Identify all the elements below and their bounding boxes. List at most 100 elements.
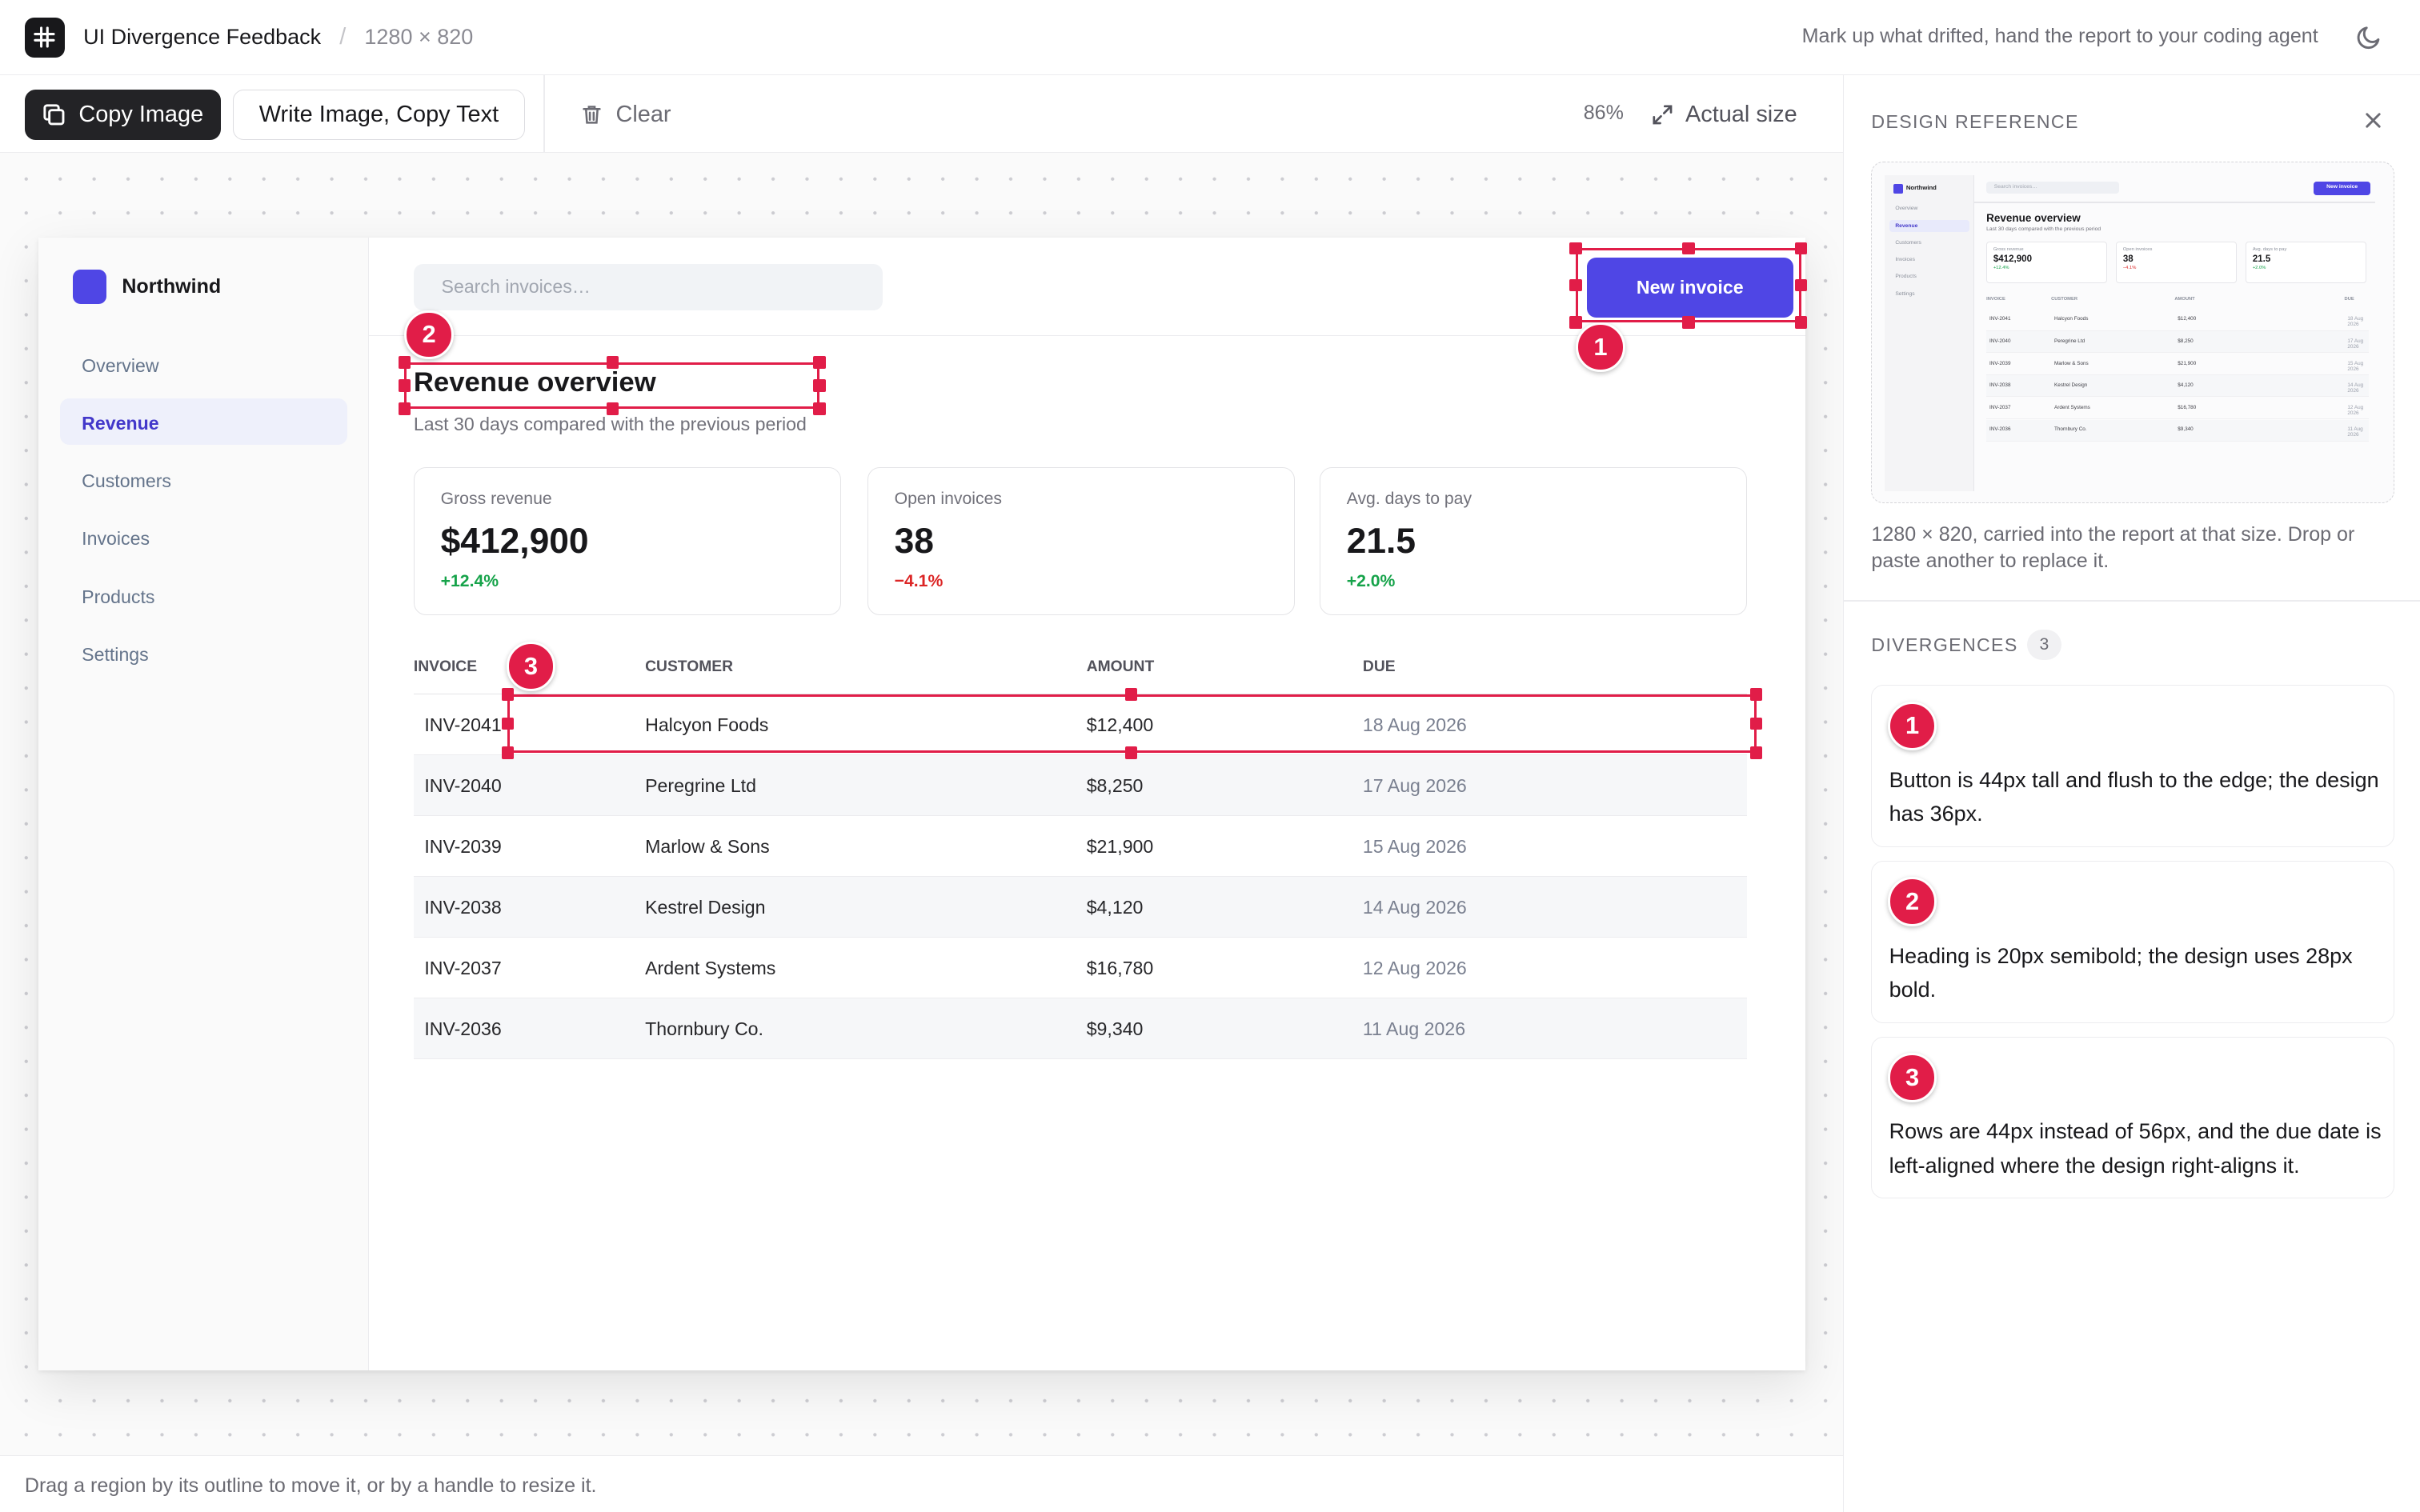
resize-handle[interactable]	[1794, 242, 1808, 255]
clear-button[interactable]: Clear	[580, 90, 671, 141]
thumb-table-cell: 14 Aug 2026	[2347, 382, 2364, 394]
mock-search-input: Search invoices…	[413, 263, 883, 310]
thumb-table-cell: Ardent Systems	[2053, 404, 2090, 410]
divergence-marker-3[interactable]: 3	[506, 642, 556, 691]
thumb-card-label: Avg. days to pay	[2252, 246, 2287, 252]
resize-handle[interactable]	[1124, 688, 1138, 701]
stat-delta: +12.4%	[440, 572, 499, 591]
divergence-item[interactable]: 1 Button is 44px tall and flush to the ed…	[1871, 685, 2395, 847]
mock-nav-item: Customers	[82, 470, 171, 492]
resize-handle[interactable]	[813, 379, 826, 392]
resize-handle[interactable]	[1569, 316, 1582, 329]
mock-invoice-table: INVOICE CUSTOMER AMOUNT DUE INV-2041 Halcyon …	[413, 642, 1748, 1059]
divergence-number-badge: 2	[1887, 877, 1937, 927]
divergence-region-1[interactable]	[1576, 248, 1801, 323]
resize-handle[interactable]	[1682, 242, 1695, 255]
resize-handle[interactable]	[606, 402, 619, 415]
thumb-table-cell: Peregrine Ltd	[2053, 338, 2085, 344]
resize-handle[interactable]	[606, 356, 619, 369]
table-cell: INV-2038	[424, 896, 502, 918]
divergence-item[interactable]: 3 Rows are 44px instead of 56px, and the …	[1871, 1036, 2395, 1199]
resize-handle[interactable]	[1794, 279, 1808, 292]
resize-handle[interactable]	[1794, 316, 1808, 329]
resize-handle[interactable]	[501, 717, 515, 730]
resize-handle[interactable]	[1682, 316, 1695, 329]
thumb-table-cell: 15 Aug 2026	[2347, 360, 2364, 372]
stat-delta: −4.1%	[894, 572, 944, 591]
divergence-region-3[interactable]	[507, 694, 1757, 754]
mock-nav: Overview Revenue Customers Invoices Products…	[60, 341, 347, 688]
moon-icon[interactable]	[2355, 23, 2383, 51]
resize-handle[interactable]	[813, 356, 826, 369]
thumb-table-cell: INV-2040	[1989, 338, 2011, 344]
divergences-header: DIVERGENCES 3	[1871, 629, 2061, 661]
resize-handle[interactable]	[501, 688, 515, 701]
thumb-table-cell: 18 Aug 2026	[2347, 316, 2364, 328]
resize-handle[interactable]	[1749, 717, 1763, 730]
thumb-card-delta: +12.4%	[1993, 266, 2009, 271]
status-bar: Drag a region by its outline to move it,…	[0, 1454, 1843, 1512]
thumb-search: Search invoices…	[1986, 181, 2119, 194]
trash-icon	[583, 106, 601, 124]
mock-new-invoice-button: New invoice	[1586, 258, 1793, 318]
table-cell: Halcyon Foods	[645, 714, 769, 735]
mock-stat-card: Avg. days to pay 21.5 +2.0%	[1319, 467, 1748, 616]
thumb-table-row	[1986, 398, 2370, 419]
write-image-copy-text-button[interactable]: Write Image, Copy Text	[233, 89, 525, 141]
stat-delta: +2.0%	[1346, 572, 1396, 591]
thumb-card-label: Gross revenue	[1993, 246, 2024, 252]
thumb-table-row	[1986, 375, 2370, 398]
resize-handle[interactable]	[501, 746, 515, 759]
thumb-card-value: 38	[2122, 254, 2134, 265]
thumb-table-cell: Marlow & Sons	[2053, 360, 2089, 366]
thumb-column-header: AMOUNT	[2174, 297, 2195, 302]
thumb-table-cell: 11 Aug 2026	[2347, 426, 2363, 438]
resize-handle[interactable]	[398, 402, 411, 415]
toolbar: Copy Image Write Image, Copy Text Clear …	[0, 75, 1843, 153]
thumb-column-header: INVOICE	[1986, 297, 2005, 302]
table-cell: 18 Aug 2026	[1362, 714, 1467, 735]
resize-handle[interactable]	[813, 402, 826, 415]
mock-page-title: Revenue overview	[413, 366, 656, 398]
thumb-table-cell: Halcyon Foods	[2053, 316, 2089, 322]
thumb-subtitle: Last 30 days compared with the previous …	[1986, 226, 2101, 232]
thumb-card: Open invoices 38 −4.1%	[2116, 241, 2237, 283]
thumb-header-divider	[1973, 201, 2376, 203]
design-reference-thumbnail[interactable]: Northwind Overview Revenue Customers Invoic…	[1871, 162, 2395, 503]
copy-image-button[interactable]: Copy Image	[24, 89, 221, 141]
table-row: INV-2041 Halcyon Foods $12,400 18 Aug 2026	[413, 694, 1748, 755]
mock-brand: Northwind	[72, 270, 221, 304]
table-cell: $9,340	[1086, 1018, 1144, 1039]
thumb-table-row	[1986, 354, 2370, 375]
close-icon[interactable]	[2362, 110, 2384, 131]
canvas[interactable]: Northwind Overview Revenue Customers Invoic…	[0, 152, 1843, 1455]
screenshot-under-review: Northwind Overview Revenue Customers Invoic…	[38, 237, 1806, 1370]
resize-handle[interactable]	[398, 379, 411, 392]
table-cell: $4,120	[1086, 896, 1144, 918]
thumb-table-cell: INV-2041	[1989, 316, 2011, 322]
thumb-brand: Northwind	[1905, 184, 1937, 192]
resize-handle[interactable]	[1569, 279, 1582, 292]
stat-label: Avg. days to pay	[1346, 490, 1472, 509]
thumb-table-cell: INV-2038	[1989, 382, 2011, 389]
actual-size-button[interactable]: Actual size	[1650, 90, 1797, 141]
table-cell: INV-2041	[424, 714, 502, 735]
divergence-marker-1[interactable]: 1	[1576, 322, 1625, 372]
toolbar-divider	[543, 75, 545, 153]
table-cell: Marlow & Sons	[645, 835, 770, 857]
table-row: INV-2036 Thornbury Co. $9,340 11 Aug 2026	[413, 998, 1748, 1059]
design-reference-label: DESIGN REFERENCE	[1871, 110, 2079, 132]
mock-nav-item: Revenue	[60, 398, 347, 446]
resize-handle[interactable]	[1749, 688, 1763, 701]
reference-caption: 1280 × 820, carried into the report at t…	[1871, 522, 2355, 572]
thumb-card-label: Open invoices	[2122, 246, 2153, 252]
thumb-card-value: $412,900	[1993, 254, 2033, 265]
divergence-item[interactable]: 2 Heading is 20px semibold; the design us…	[1871, 861, 2395, 1023]
resize-handle[interactable]	[398, 356, 411, 369]
stat-label: Gross revenue	[440, 490, 552, 509]
resize-handle[interactable]	[1569, 242, 1582, 255]
divergence-marker-2[interactable]: 2	[404, 310, 454, 360]
resize-handle[interactable]	[1124, 746, 1138, 759]
resize-handle[interactable]	[1749, 746, 1763, 759]
table-cell: Peregrine Ltd	[645, 774, 756, 796]
